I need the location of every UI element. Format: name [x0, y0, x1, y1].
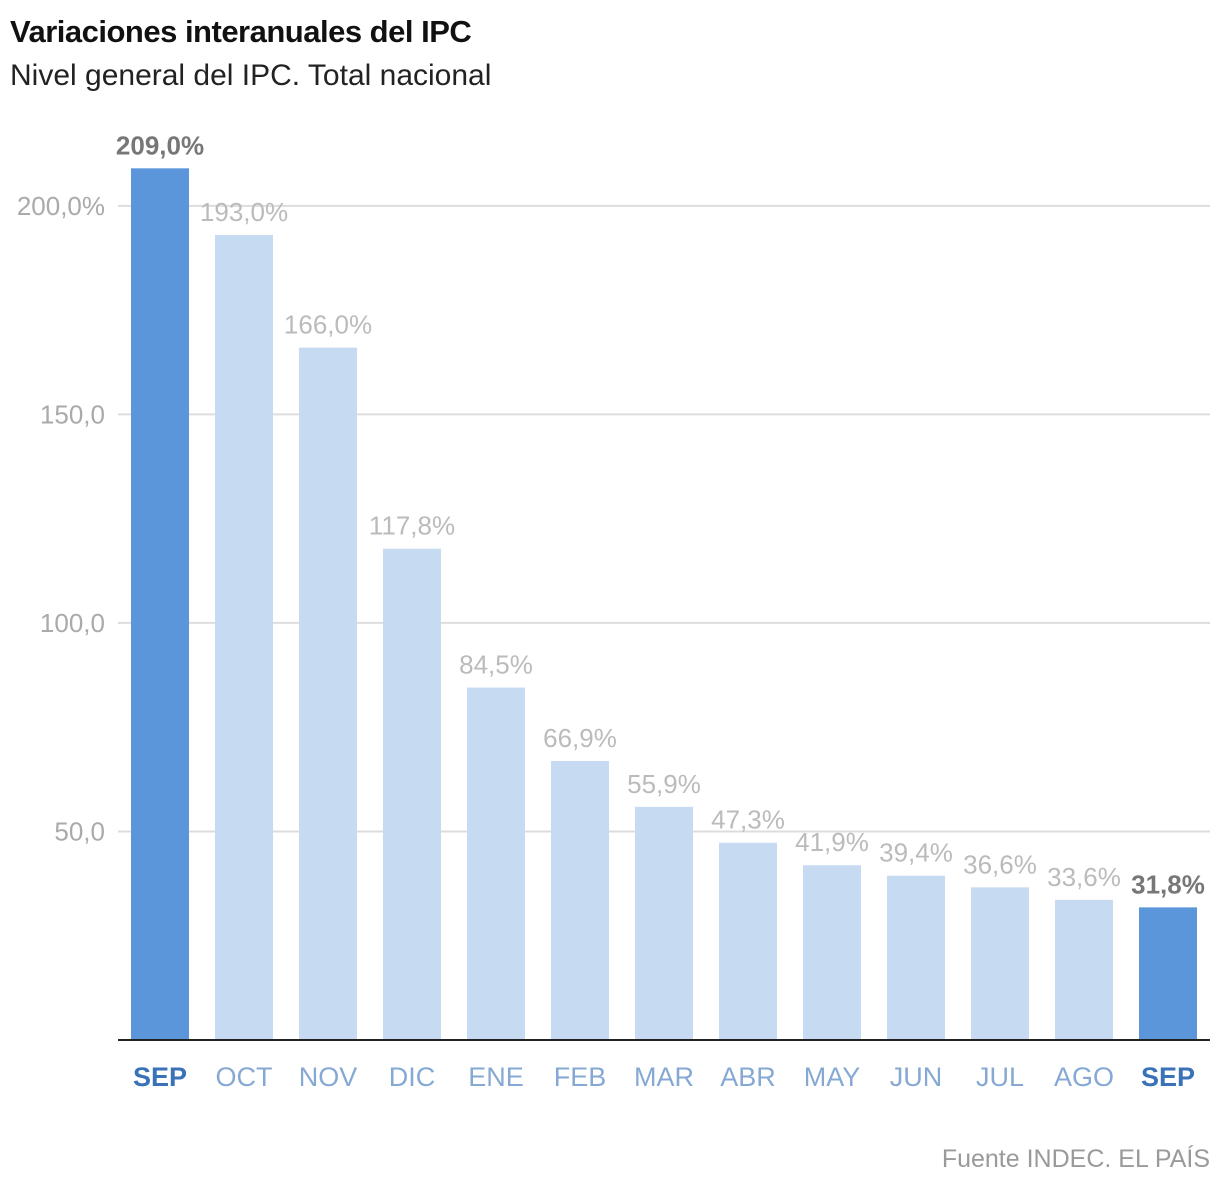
bar [719, 842, 777, 1040]
y-tick-label: 100,0 [40, 608, 105, 638]
x-tick-label: FEB [554, 1062, 607, 1092]
value-label: 117,8% [369, 511, 455, 541]
value-label: 55,9% [627, 769, 701, 799]
x-tick-label: OCT [216, 1062, 273, 1092]
chart-title: Variaciones interanuales del IPC [10, 14, 472, 49]
value-label: 36,6% [963, 849, 1037, 879]
x-tick-label: ENE [468, 1062, 524, 1092]
bar [1055, 899, 1113, 1040]
bar [1139, 907, 1197, 1040]
value-label: 31,8% [1131, 869, 1205, 899]
value-label: 209,0% [116, 130, 204, 160]
chart-subtitle: Nivel general del IPC. Total nacional [10, 59, 492, 92]
bar [551, 760, 609, 1040]
x-tick-label: NOV [299, 1062, 358, 1092]
x-tick-label: JUL [976, 1062, 1024, 1092]
bar [299, 347, 357, 1040]
bar [971, 887, 1029, 1040]
bar [215, 235, 273, 1040]
bar [803, 865, 861, 1040]
bar [635, 806, 693, 1040]
value-label: 66,9% [543, 723, 617, 753]
x-tick-label: DIC [389, 1062, 436, 1092]
x-tick-label: SEP [133, 1062, 187, 1092]
x-tick-label: JUN [890, 1062, 943, 1092]
y-tick-label: 200,0% [17, 191, 105, 221]
x-tick-label: ABR [720, 1062, 776, 1092]
y-tick-label: 150,0 [40, 399, 105, 429]
bar [887, 875, 945, 1040]
x-tick-label: SEP [1141, 1062, 1195, 1092]
value-label: 41,9% [795, 827, 869, 857]
x-tick-label: MAY [804, 1062, 861, 1092]
value-label: 39,4% [879, 838, 953, 868]
value-label: 193,0% [200, 197, 288, 227]
value-label: 166,0% [284, 310, 372, 340]
bar [383, 548, 441, 1040]
x-tick-label: AGO [1054, 1062, 1114, 1092]
x-tick-label: MAR [634, 1062, 694, 1092]
value-label: 33,6% [1047, 862, 1121, 892]
source-note: Fuente INDEC. EL PAÍS [941, 1145, 1210, 1173]
bar [467, 687, 525, 1040]
bar [131, 168, 189, 1040]
y-tick-label: 50,0 [54, 816, 105, 846]
value-label: 47,3% [711, 805, 785, 835]
value-label: 84,5% [459, 650, 533, 680]
